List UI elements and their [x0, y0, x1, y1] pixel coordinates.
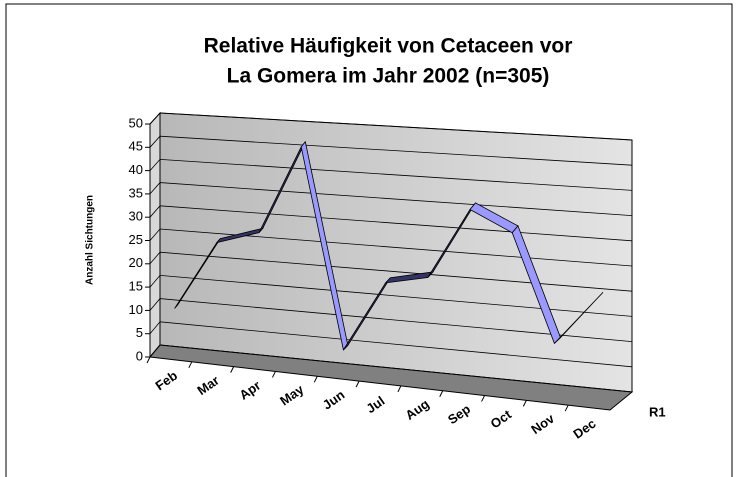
grid-line: [149, 112, 633, 141]
y-tick-label: 35: [129, 185, 143, 200]
y-tick-label: 10: [129, 302, 143, 317]
y-tick-label: 50: [129, 115, 143, 130]
x-tick: [439, 390, 444, 397]
x-tick: [188, 361, 193, 369]
grid-line: [149, 274, 633, 317]
x-tick: [355, 380, 360, 388]
grid-line: [149, 158, 633, 191]
grid-line: [149, 228, 633, 267]
x-tick: [522, 400, 527, 407]
chart-subtitle: La Gomera im Jahr 2002 (n=305): [227, 65, 550, 88]
y-tick-label: 25: [129, 232, 143, 247]
grid-line: [149, 344, 633, 393]
y-tick-label: 5: [136, 325, 143, 340]
line-segment: [554, 292, 604, 344]
y-tick-label: 40: [129, 162, 143, 177]
x-tick: [230, 366, 235, 373]
chart-title: Relative Häufigkeit von Cetaceen vor: [204, 35, 573, 58]
grid-line: [149, 251, 633, 292]
y-tick-label: 20: [129, 255, 143, 270]
grid-line: [149, 135, 633, 166]
y-tick-label: 30: [129, 209, 143, 224]
x-tick: [146, 356, 151, 364]
y-tick-label: 15: [129, 279, 143, 294]
x-tick: [564, 404, 569, 412]
y-tick-label: 0: [136, 348, 143, 363]
x-tick: [272, 371, 276, 378]
x-tick: [313, 376, 318, 383]
x-tick: [481, 395, 485, 402]
y-tick-label: 45: [129, 139, 143, 154]
series-label: R1: [649, 404, 666, 419]
grid-line: [149, 205, 633, 242]
y-axis-title: Anzahl Sichtungen: [85, 195, 96, 285]
grid-line: [149, 298, 633, 342]
grid-line: [149, 321, 633, 368]
back-wall: [159, 112, 633, 393]
x-tick: [397, 385, 402, 393]
